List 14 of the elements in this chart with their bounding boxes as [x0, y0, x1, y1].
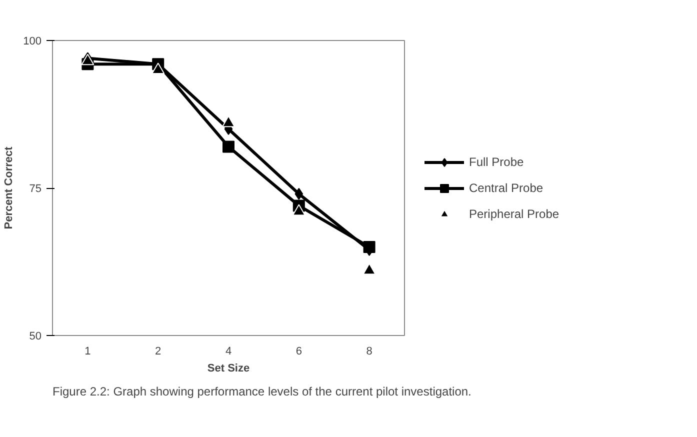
x-tick-label: 8: [366, 346, 372, 358]
y-tick-label: 50: [29, 330, 42, 342]
y-tick-label: 75: [29, 183, 42, 195]
y-axis-title: Percent Correct: [3, 146, 16, 230]
legend-label: Central Probe: [469, 180, 544, 194]
legend-label: Full Probe: [469, 154, 524, 168]
caption: Figure 2.2: Graph showing performance levels of the current pilot investigation.: [52, 384, 472, 398]
y-tick-label: 100: [23, 36, 42, 48]
x-tick-label: 6: [296, 346, 302, 358]
x-tick-label: 1: [84, 346, 91, 358]
x-tick-label: 2: [155, 346, 162, 358]
x-tick-label: 4: [225, 346, 232, 358]
legend-label: Peripheral Probe: [469, 206, 560, 220]
x-axis-title: Set Size: [207, 362, 250, 374]
